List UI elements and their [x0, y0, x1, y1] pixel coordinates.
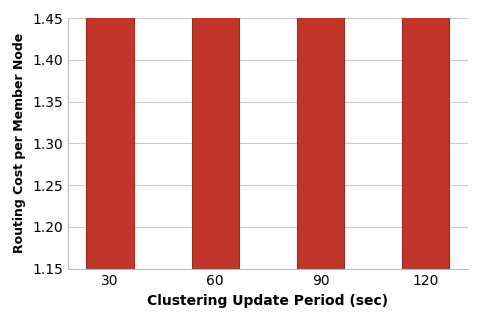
X-axis label: Clustering Update Period (sec): Clustering Update Period (sec) [147, 294, 388, 308]
Bar [402, 0, 449, 269]
Bar [297, 0, 344, 269]
Y-axis label: Routing Cost per Member Node: Routing Cost per Member Node [12, 33, 25, 254]
Bar [192, 0, 239, 269]
Bar [86, 0, 134, 269]
